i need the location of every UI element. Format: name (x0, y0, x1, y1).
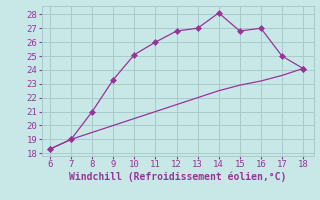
X-axis label: Windchill (Refroidissement éolien,°C): Windchill (Refroidissement éolien,°C) (69, 172, 286, 182)
